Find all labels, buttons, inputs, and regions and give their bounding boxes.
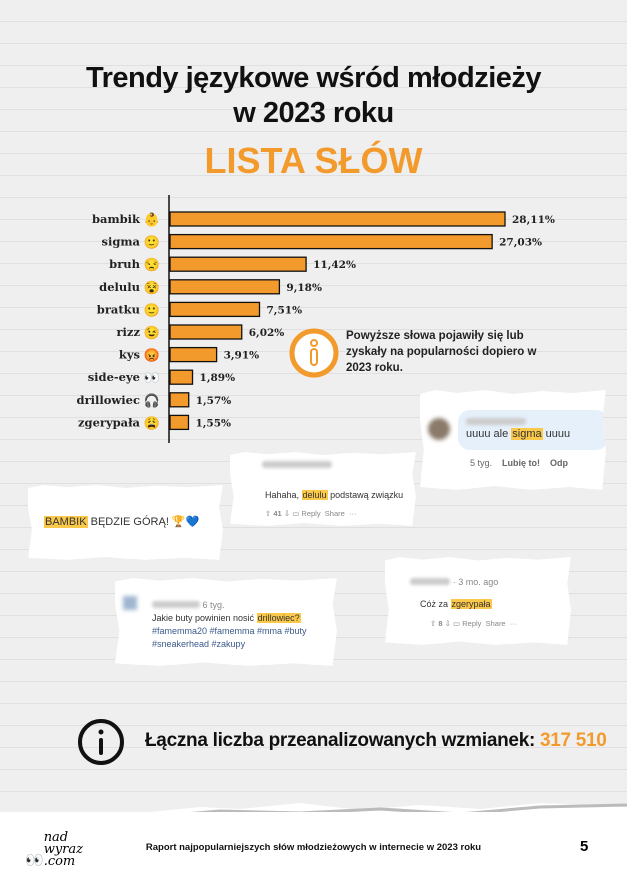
comment-icon: ▭ [453, 619, 461, 628]
upvote-icon: ⇧ [265, 509, 272, 518]
data-label: 9,18% [286, 282, 322, 294]
subtitle: LISTA SŁÓW [204, 140, 423, 181]
page-number: 5 [580, 838, 589, 855]
highlight-word: zgerypała [450, 599, 492, 609]
title-line-1: Trendy językowe wśród młodzieży [85, 62, 542, 94]
snippet-bambik: BAMBIK BĘDZIE GÓRĄ! 🏆💙 [28, 485, 223, 560]
bar-rizz [169, 324, 243, 340]
blurred-username [410, 578, 450, 585]
highlight-word: drillowiec? [256, 613, 301, 623]
vote-count: 8 [438, 619, 443, 628]
data-label: 28,11% [512, 214, 555, 226]
bar-delulu [169, 279, 281, 295]
snippet-zgerypala: · 3 mo. ago Cóż za zgerypała ⇧ 8 ⇩ ▭ Rep… [385, 557, 571, 645]
hashtags-1: #famemma20 #famemma #mma #buty [152, 626, 307, 636]
avatar [428, 418, 450, 440]
share-link: Share [485, 619, 506, 628]
category-label: delulu [99, 280, 140, 294]
data-label: 27,03% [499, 237, 542, 249]
time: 6 tyg. [202, 600, 225, 610]
highlight-word: delulu [301, 490, 328, 500]
data-label: 6,02% [249, 327, 285, 339]
highlight-word: BAMBIK [44, 516, 88, 528]
category-label: bruh [109, 257, 140, 271]
comment-text-end: podstawą związku [327, 490, 404, 500]
emoji-icon: 🎧 [144, 393, 160, 408]
comment-text: Cóż za [420, 599, 451, 609]
total-mentions: Łączna liczba przeanalizowanych wzmianek… [145, 730, 607, 752]
bar-drillowiec [169, 392, 190, 408]
bar-zgerypała [169, 414, 190, 431]
reply-link: Odp [550, 458, 569, 468]
category-label: rizz [117, 325, 141, 339]
more-icon: ··· [509, 619, 518, 628]
time: · 3 mo. ago [452, 577, 499, 587]
footer-text: Raport najpopularniejszych słów młodzież… [145, 842, 482, 853]
comment-icon: ▭ [292, 509, 300, 518]
info-note: Powyższe słowa pojawiły się lub zyskały … [346, 330, 537, 374]
time: 5 tyg. [470, 458, 493, 468]
comment-text-end: uuuu [542, 428, 571, 440]
emoji-icon: 👀 [144, 370, 160, 385]
comment-text: uuuu ale [466, 428, 512, 440]
highlight-word: sigma [511, 428, 543, 440]
total-value: 317 510 [539, 730, 607, 751]
hashtags-2: #sneakerhead #zakupy [152, 639, 246, 649]
like-link: Lubię to! [502, 458, 541, 468]
footer [0, 812, 627, 886]
reply-link: Reply [462, 619, 482, 628]
snippet-drillowiec: 6 tyg. Jakie buty powinien nosić drillow… [115, 578, 337, 666]
category-label: drillowiec [77, 393, 140, 407]
emoji-icon: 🙂 [144, 302, 160, 317]
bar-side-eye [169, 369, 194, 385]
data-label: 1,57% [196, 395, 232, 407]
category-label: sigma [101, 235, 140, 249]
bar-bambik [169, 211, 506, 227]
bar-chart: bambik 👶 28,11% sigma 🙂 27,03% bruh 😒 11,42% delu… [77, 195, 555, 443]
category-label: zgerypała [78, 415, 141, 429]
emoji-icon: 😩 [144, 415, 160, 430]
emoji-icon: 😒 [144, 257, 160, 272]
blurred-username [262, 461, 332, 468]
emoji-icon: 👶 [144, 212, 160, 227]
data-label: 11,42% [313, 259, 356, 271]
bar-bratku [169, 301, 261, 318]
info-icon-total [78, 719, 124, 765]
more-icon: ··· [348, 509, 357, 518]
comment-text: Jakie buty powinien nosić [152, 613, 257, 623]
snippet-sigma: uuuu ale sigma uuuu 5 tyg. Lubię to! Odp [420, 390, 606, 490]
logo-text: nad wyraz .com [43, 830, 83, 869]
upvote-icon: ⇧ [430, 619, 437, 628]
blurred-username [466, 418, 526, 425]
category-label: kys [119, 348, 140, 362]
downvote-icon: ⇩ [283, 509, 291, 518]
data-label: 7,51% [267, 304, 303, 316]
category-label: side-eye [88, 370, 140, 384]
avatar [123, 596, 137, 610]
bar-sigma [169, 233, 493, 250]
data-label: 1,55% [195, 417, 231, 429]
vote-count: 41 [273, 509, 282, 518]
data-label: 1,89% [200, 372, 236, 384]
share-link: Share [324, 509, 345, 518]
reply-link: Reply [301, 509, 321, 518]
data-label: 3,91% [224, 350, 260, 362]
bar-kys [169, 346, 218, 363]
emoji-icon: 😉 [144, 325, 160, 340]
snippet-delulu: Hahaha, delulu podstawą związku ⇧ 41 ⇩ ▭… [230, 452, 416, 526]
blurred-username [152, 601, 200, 608]
emoji-icon: 🙂 [144, 235, 160, 250]
downvote-icon: ⇩ [444, 619, 451, 628]
category-label: bratku [97, 302, 140, 316]
bar-bruh [169, 256, 307, 272]
emoji-icon: 😵 [144, 280, 160, 295]
logo: 👀nad wyraz .com [25, 830, 94, 869]
category-label: bambik [92, 212, 141, 226]
info-icon [289, 328, 339, 378]
comment-text: Hahaha, [265, 490, 302, 500]
comment-text: BĘDZIE GÓRĄ! 🏆💙 [87, 516, 200, 528]
total-label: Łączna liczba przeanalizowanych wzmianek… [145, 730, 535, 751]
title-line-2: w 2023 roku [233, 97, 394, 129]
emoji-icon: 😡 [144, 348, 160, 363]
